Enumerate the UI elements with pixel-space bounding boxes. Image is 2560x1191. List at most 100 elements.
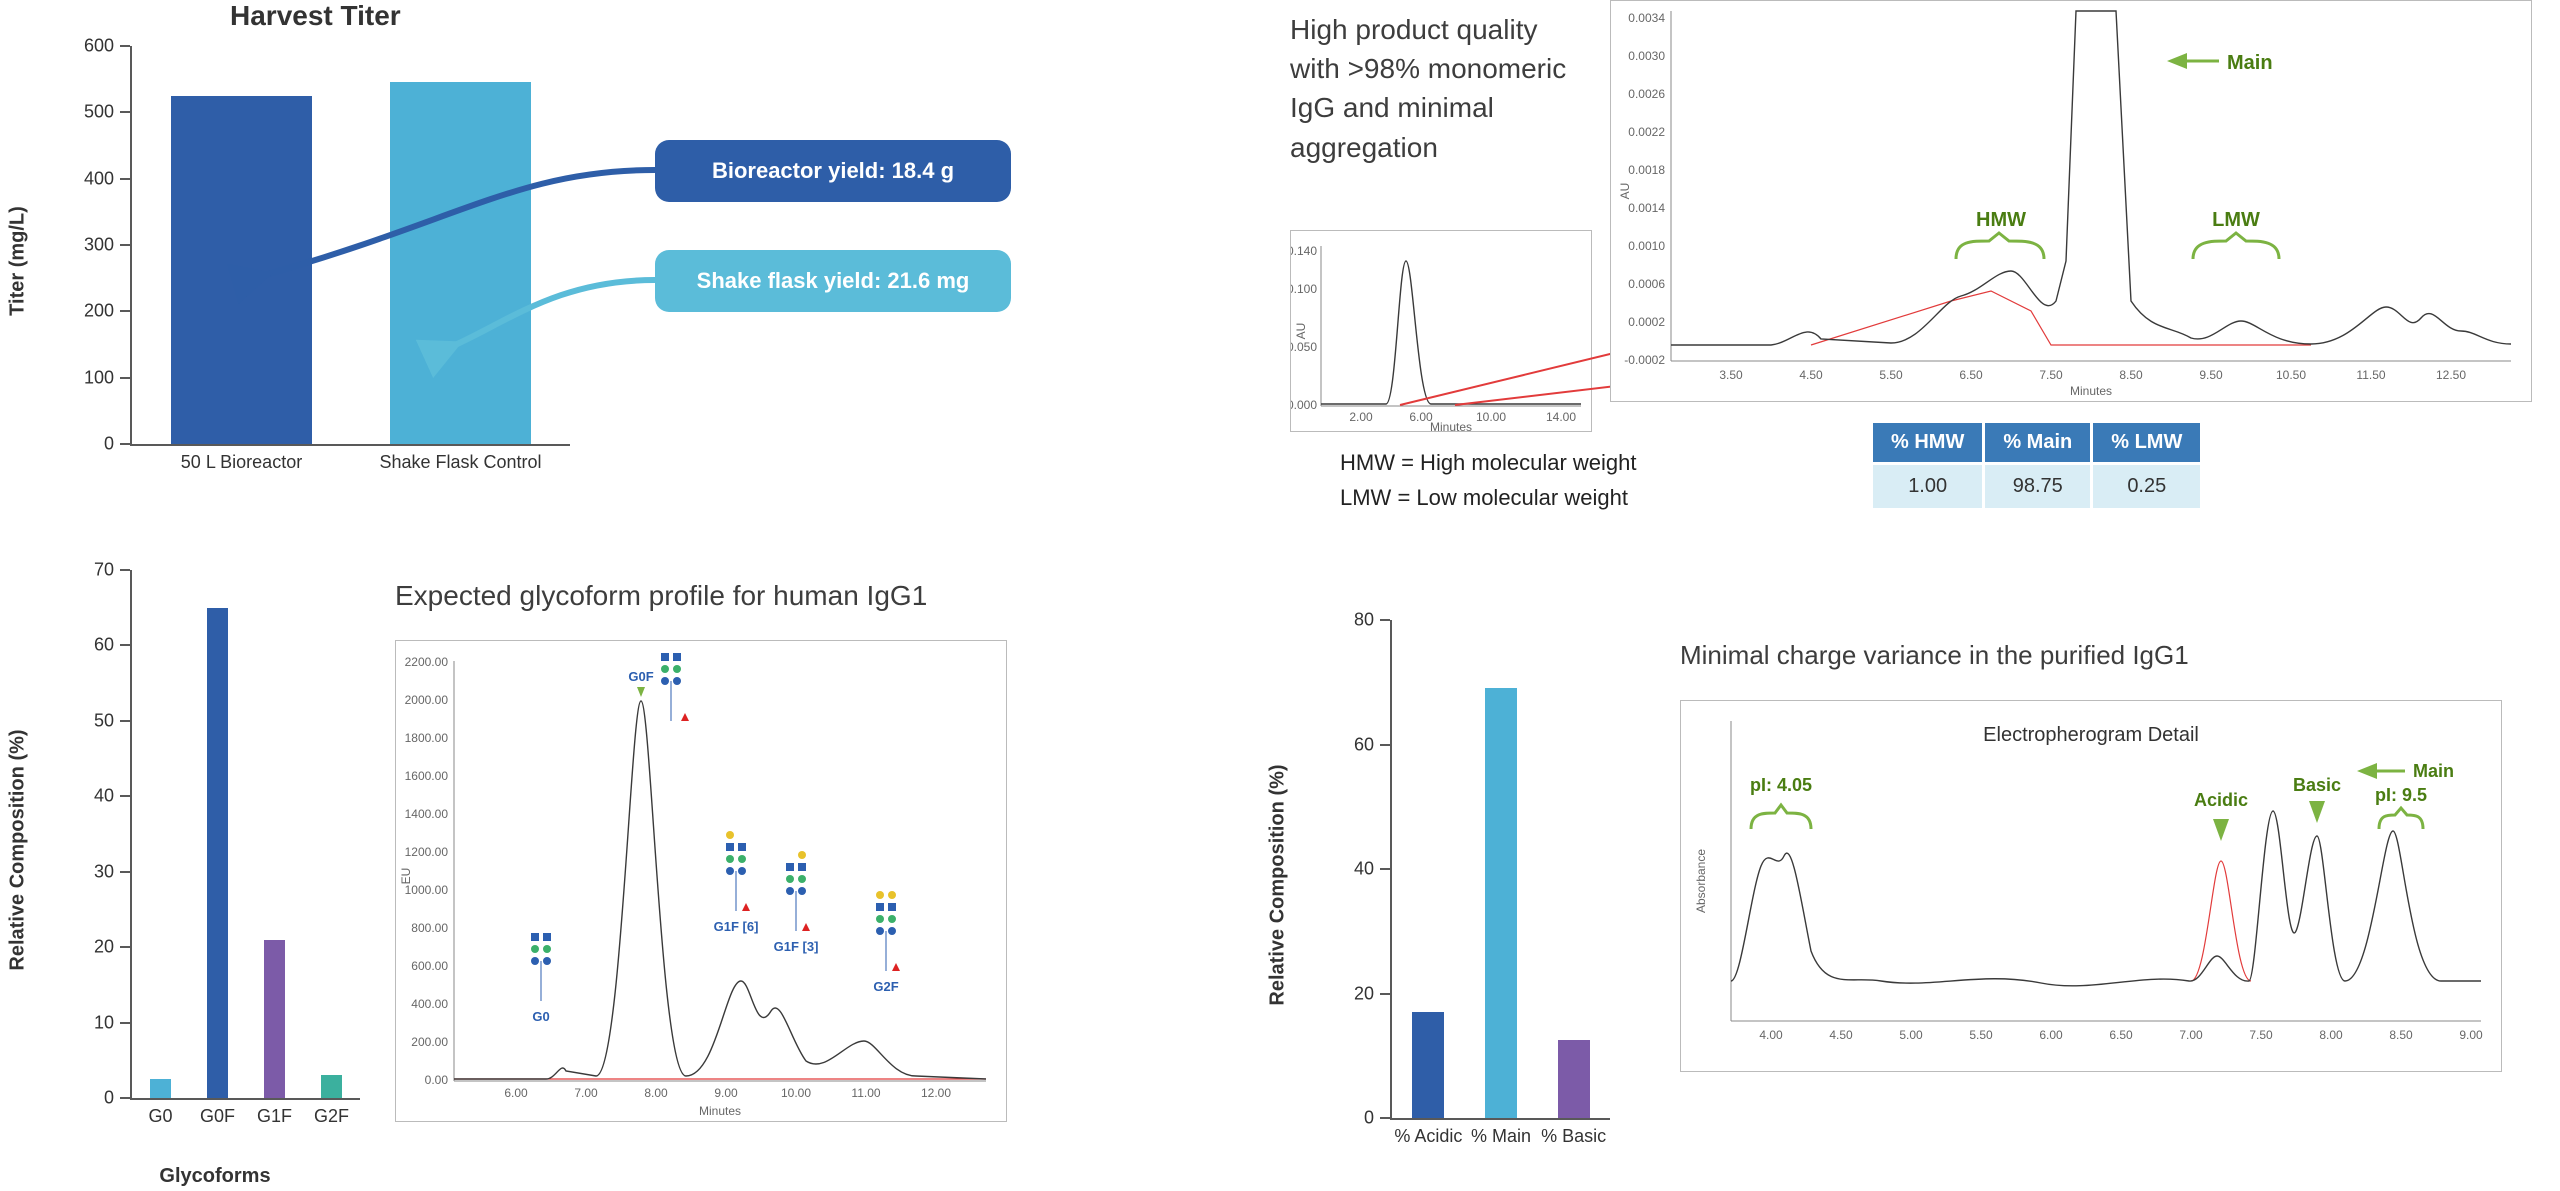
ytick-label: 50 [94, 710, 114, 731]
xtick-label: Shake Flask Control [379, 452, 541, 473]
svg-text:Minutes: Minutes [1430, 420, 1472, 431]
svg-text:4.50: 4.50 [1799, 368, 1823, 382]
glyco-plot: 010203040506070G0G0FG1FG2F [130, 570, 360, 1100]
svg-text:200.00: 200.00 [411, 1035, 448, 1049]
svg-text:Main: Main [2227, 52, 2273, 74]
svg-text:AU: AU [1618, 183, 1632, 200]
bar [207, 608, 228, 1098]
svg-text:3.50: 3.50 [1719, 368, 1743, 382]
svg-text:G1F [6]: G1F [6] [714, 919, 759, 934]
svg-text:0.0026: 0.0026 [1628, 87, 1665, 101]
svg-text:6.00: 6.00 [504, 1086, 528, 1100]
ytick-label: 20 [94, 937, 114, 958]
svg-text:Acidic: Acidic [2194, 790, 2248, 810]
svg-text:9.00: 9.00 [2459, 1028, 2483, 1042]
sec-overview: 0.000 0.050 0.100 0.140 2.00 6.00 10.00 … [1290, 230, 1592, 432]
svg-text:2000.00: 2000.00 [405, 693, 449, 707]
xtick-label: G1F [257, 1106, 292, 1127]
svg-text:8.50: 8.50 [2119, 368, 2143, 382]
xtick-label: % Main [1471, 1126, 1531, 1147]
svg-text:0.000: 0.000 [1291, 398, 1317, 412]
svg-text:6.00: 6.00 [2039, 1028, 2063, 1042]
svg-text:G1F [3]: G1F [3] [774, 939, 819, 954]
svg-text:4.00: 4.00 [1759, 1028, 1783, 1042]
sec-td-hmw: 1.00 [1873, 465, 1982, 508]
svg-text:0.0034: 0.0034 [1628, 11, 1665, 25]
svg-text:10.00: 10.00 [781, 1086, 811, 1100]
svg-text:9.50: 9.50 [2199, 368, 2223, 382]
svg-text:7.50: 7.50 [2249, 1028, 2273, 1042]
ytick-label: 0 [1364, 1108, 1374, 1129]
svg-text:G2F: G2F [873, 979, 898, 994]
charge-caption: Minimal charge variance in the purified … [1680, 640, 2189, 671]
svg-text:0.0018: 0.0018 [1628, 163, 1665, 177]
glyco-ylabel: Relative Composition (%) [7, 729, 30, 970]
svg-text:8.00: 8.00 [644, 1086, 668, 1100]
glyco-xlabel: Glycoforms [159, 1165, 270, 1188]
harvest-ylabel: Titer (mg/L) [7, 206, 30, 316]
sec-label-main: Main [2167, 52, 2273, 74]
svg-text:2.00: 2.00 [1349, 410, 1373, 424]
svg-text:800.00: 800.00 [411, 921, 448, 935]
ytick-label: 60 [94, 635, 114, 656]
ytick-label: 400 [84, 168, 114, 189]
charge-ylabel: Relative Composition (%) [1267, 764, 1290, 1005]
svg-text:600.00: 600.00 [411, 959, 448, 973]
svg-text:HMW: HMW [1976, 209, 2026, 231]
harvest-titer-chart: Titer (mg/L) 010020030040050060050 L Bio… [70, 46, 570, 476]
svg-text:7.00: 7.00 [574, 1086, 598, 1100]
bar [1485, 688, 1517, 1118]
ytick-label: 20 [1354, 983, 1374, 1004]
svg-text:12.00: 12.00 [921, 1086, 951, 1100]
svg-text:0.0030: 0.0030 [1628, 49, 1665, 63]
glycoforms-chart: Relative Composition (%) Glycoforms 0102… [70, 570, 360, 1130]
charge-plot: 020406080% Acidic% Main% Basic [1390, 620, 1610, 1120]
sec-th-main: % Main [1985, 423, 2090, 462]
svg-text:10.50: 10.50 [2276, 368, 2306, 382]
svg-text:0.100: 0.100 [1291, 282, 1317, 296]
svg-text:7.00: 7.00 [2179, 1028, 2203, 1042]
svg-text:11.50: 11.50 [2356, 368, 2385, 382]
svg-text:0.0006: 0.0006 [1628, 277, 1665, 291]
xtick-label: 50 L Bioreactor [181, 452, 302, 473]
svg-text:7.50: 7.50 [2039, 368, 2063, 382]
sec-caption: High product quality with >98% monomeric… [1290, 10, 1580, 167]
xtick-label: % Basic [1541, 1126, 1606, 1147]
svg-text:Electropherogram Detail: Electropherogram Detail [1983, 724, 2199, 746]
electropherogram: Electropherogram Detail 4.00 4.50 5.00 5… [1680, 700, 2502, 1072]
svg-text:1600.00: 1600.00 [405, 769, 449, 783]
sec-th-hmw: % HMW [1873, 423, 1982, 462]
sec-legend-hmw: HMW = High molecular weight [1340, 450, 1636, 476]
svg-text:9.00: 9.00 [714, 1086, 738, 1100]
svg-text:Absorbance: Absorbance [1694, 849, 1708, 913]
svg-text:0.050: 0.050 [1291, 340, 1317, 354]
svg-text:400.00: 400.00 [411, 997, 448, 1011]
svg-text:5.50: 5.50 [1879, 368, 1903, 382]
sec-results-table: % HMW % Main % LMW 1.00 98.75 0.25 [1870, 420, 2203, 511]
ytick-label: 80 [1354, 610, 1374, 631]
svg-text:12.50: 12.50 [2436, 368, 2466, 382]
svg-text:0.0002: 0.0002 [1628, 315, 1665, 329]
svg-text:Minutes: Minutes [699, 1104, 741, 1118]
svg-text:11.00: 11.00 [851, 1086, 880, 1100]
sec-zoom: -0.0002 0.0002 0.0006 0.0010 0.0014 0.00… [1610, 0, 2532, 402]
sec-legend-lmw: LMW = Low molecular weight [1340, 485, 1628, 511]
svg-text:pI: 9.5: pI: 9.5 [2375, 785, 2427, 805]
glycan-chromatogram: 0.00 200.00 400.00 600.00 800.00 1000.00… [395, 640, 1007, 1122]
svg-text:G0F: G0F [628, 669, 653, 684]
bar [390, 82, 530, 444]
ytick-label: 600 [84, 36, 114, 57]
ytick-label: 200 [84, 301, 114, 322]
sec-th-lmw: % LMW [2093, 423, 2200, 462]
xtick-label: G0F [200, 1106, 235, 1127]
svg-text:1400.00: 1400.00 [405, 807, 449, 821]
ytick-label: 100 [84, 367, 114, 388]
svg-text:G0: G0 [532, 1009, 549, 1024]
svg-text:4.50: 4.50 [1829, 1028, 1853, 1042]
svg-text:EU: EU [399, 868, 413, 885]
xtick-label: G0 [148, 1106, 172, 1127]
bar [321, 1075, 342, 1098]
charge-variant-chart: Relative Composition (%) 020406080% Acid… [1330, 620, 1610, 1150]
ytick-label: 10 [94, 1012, 114, 1033]
svg-text:Basic: Basic [2293, 775, 2341, 795]
